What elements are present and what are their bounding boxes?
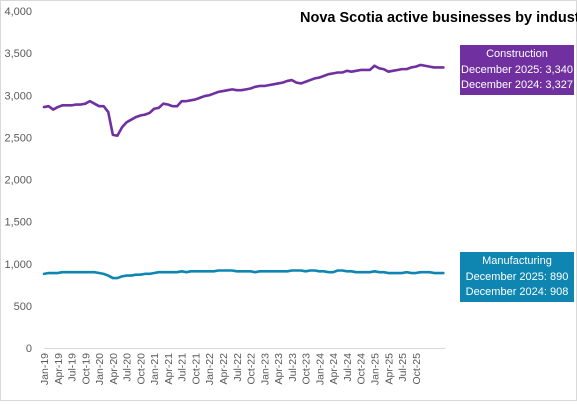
y-tick-label: 3,500 xyxy=(4,48,32,60)
manufacturing-annotation: Manufacturing December 2025: 890 Decembe… xyxy=(460,252,574,302)
x-tick-label: Apr-23 xyxy=(273,353,285,385)
x-tick-label: Oct-23 xyxy=(301,353,313,385)
y-tick-label: 0 xyxy=(26,343,32,355)
manufacturing-annotation-dec-2024: December 2024: 908 xyxy=(465,286,569,298)
x-tick-label: Apr-19 xyxy=(53,353,65,385)
x-tick-label: Apr-21 xyxy=(163,353,175,385)
manufacturing-series-line xyxy=(42,269,445,280)
x-tick-label: Jul-22 xyxy=(232,353,244,382)
chart-title: Nova Scotia active businesses by industr… xyxy=(300,10,577,26)
manufacturing-annotation-dec-2025: December 2025: 890 xyxy=(465,270,569,283)
x-tick-label: Oct-25 xyxy=(411,353,423,385)
x-tick-label: Jul-20 xyxy=(122,353,134,382)
x-tick-label: Jul-19 xyxy=(67,353,79,382)
x-tick-label: Jul-23 xyxy=(287,353,299,382)
manufacturing-annotation-name: Manufacturing xyxy=(482,255,552,267)
y-tick-label: 4,000 xyxy=(4,6,32,18)
x-tick-label: Oct-21 xyxy=(190,353,202,385)
x-tick-label: Jul-21 xyxy=(177,353,189,382)
x-tick-label: Apr-22 xyxy=(218,353,230,385)
x-tick-label: Apr-25 xyxy=(383,353,395,385)
x-tick-label: Jan-24 xyxy=(314,353,326,385)
y-tick-label: 1,500 xyxy=(4,217,32,229)
x-tick-label: Oct-19 xyxy=(80,353,92,385)
construction-annotation-dec-2024: December 2024: 3,327 xyxy=(461,79,573,91)
x-tick-label: Jan-19 xyxy=(39,353,51,385)
x-tick-label: Jul-24 xyxy=(342,353,354,382)
x-tick-label: Apr-20 xyxy=(108,353,120,385)
construction-series-line xyxy=(42,63,445,137)
x-tick-label: Apr-24 xyxy=(328,353,340,385)
construction-annotation-name: Construction xyxy=(486,48,548,60)
y-tick-label: 500 xyxy=(14,301,32,313)
x-tick-label: Jan-22 xyxy=(204,353,216,385)
construction-annotation: Construction December 2025: 3,340 Decemb… xyxy=(460,45,574,95)
x-tick-label: Jan-21 xyxy=(149,353,161,385)
x-tick-label: Jan-25 xyxy=(369,353,381,385)
y-tick-label: 3,000 xyxy=(4,90,32,102)
x-tick-label: Oct-22 xyxy=(246,353,258,385)
x-tick-label: Oct-20 xyxy=(135,353,147,385)
y-tick-label: 2,500 xyxy=(4,132,32,144)
x-tick-label: Oct-24 xyxy=(356,353,368,385)
y-tick-label: 2,000 xyxy=(4,175,32,187)
y-tick-label: 1,000 xyxy=(4,259,32,271)
x-tick-label: Jan-23 xyxy=(259,353,271,385)
x-tick-label: Jul-25 xyxy=(397,353,409,382)
construction-annotation-dec-2025: December 2025: 3,340 xyxy=(461,63,573,76)
x-tick-label: Jan-20 xyxy=(94,353,106,385)
